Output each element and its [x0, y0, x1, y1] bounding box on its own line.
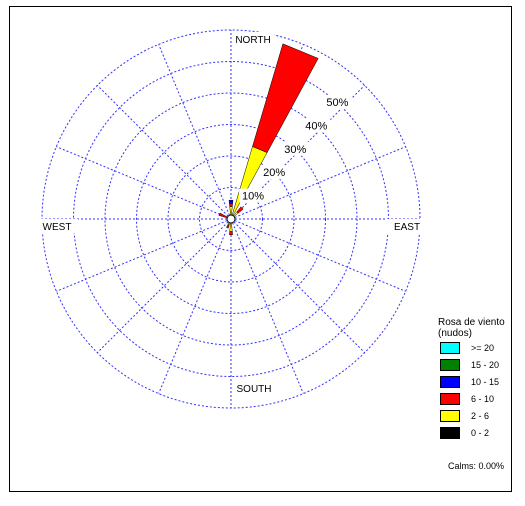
ring-label: 30%	[284, 144, 306, 156]
petal-ssw	[226, 224, 230, 229]
legend-label: 6 - 10	[471, 394, 495, 404]
legend-item: 15 - 20	[438, 358, 518, 373]
ring-label: 10%	[242, 191, 264, 203]
legend-label: 2 - 6	[471, 411, 490, 421]
petal-n	[229, 203, 233, 207]
grid-spoke	[230, 146, 406, 220]
grid-spoke	[158, 44, 232, 220]
legend-item: 0 - 2	[438, 426, 518, 441]
calms-circle	[226, 214, 236, 224]
legend-swatch	[440, 376, 460, 388]
legend-label: 10 - 15	[471, 377, 500, 387]
ring-label: 20%	[263, 167, 285, 179]
legend-items: >= 20 15 - 20 10 - 15 6 - 10 2 - 6 0 - 2	[438, 341, 518, 441]
ring-label: 50%	[326, 97, 348, 109]
wind-rose-chart: NORTH EAST SOUTH WEST 10% 20% 30% 40% 50%	[36, 29, 429, 409]
ring-labels: 10% 20% 30% 40% 50%	[239, 94, 352, 203]
grid-ring	[167, 155, 295, 283]
ring-label: 40%	[305, 120, 327, 132]
petal-n	[228, 199, 234, 204]
south-label: SOUTH	[237, 384, 272, 395]
grid-ring	[136, 124, 326, 314]
grid-spoke	[56, 146, 232, 220]
grid-spoke	[230, 218, 365, 353]
petal-ne	[236, 206, 244, 214]
legend-swatch	[440, 410, 460, 422]
legend-item: 6 - 10	[438, 392, 518, 407]
grid-spoke	[230, 218, 304, 394]
east-label: EAST	[394, 222, 420, 233]
north-label: NORTH	[235, 35, 270, 46]
legend-item: 2 - 6	[438, 409, 518, 424]
legend-label: 0 - 2	[471, 428, 490, 438]
grid-spoke	[230, 218, 406, 292]
west-label: WEST	[43, 222, 72, 233]
grid-spoke	[97, 218, 232, 353]
calms-text: Calms: 0.00%	[448, 461, 505, 471]
grid-spoke	[56, 218, 232, 292]
legend: Rosa de viento (nudos) >= 20 15 - 20 10 - …	[438, 317, 518, 441]
axis-labels: NORTH EAST SOUTH WEST	[36, 32, 429, 395]
legend-item: 10 - 15	[438, 375, 518, 390]
legend-swatch	[440, 342, 460, 354]
wind-petals	[218, 43, 319, 235]
legend-label: >= 20	[471, 343, 495, 353]
legend-subtitle: (nudos)	[438, 328, 472, 339]
legend-swatch	[440, 359, 460, 371]
grid-spoke	[97, 85, 232, 220]
legend-swatch	[440, 393, 460, 405]
legend-swatch	[440, 427, 460, 439]
legend-title: Rosa de viento	[438, 317, 505, 328]
legend-label: 15 - 20	[471, 360, 500, 370]
grid-spoke	[158, 218, 232, 394]
petal-s	[229, 231, 233, 235]
petal-wnw	[218, 212, 229, 219]
petal-nne	[230, 146, 268, 220]
petal-nne	[252, 43, 319, 153]
chart-frame: NORTH EAST SOUTH WEST 10% 20% 30% 40% 50% Ro…	[9, 6, 512, 492]
legend-item: >= 20	[438, 341, 518, 356]
grid-ring	[199, 187, 263, 251]
